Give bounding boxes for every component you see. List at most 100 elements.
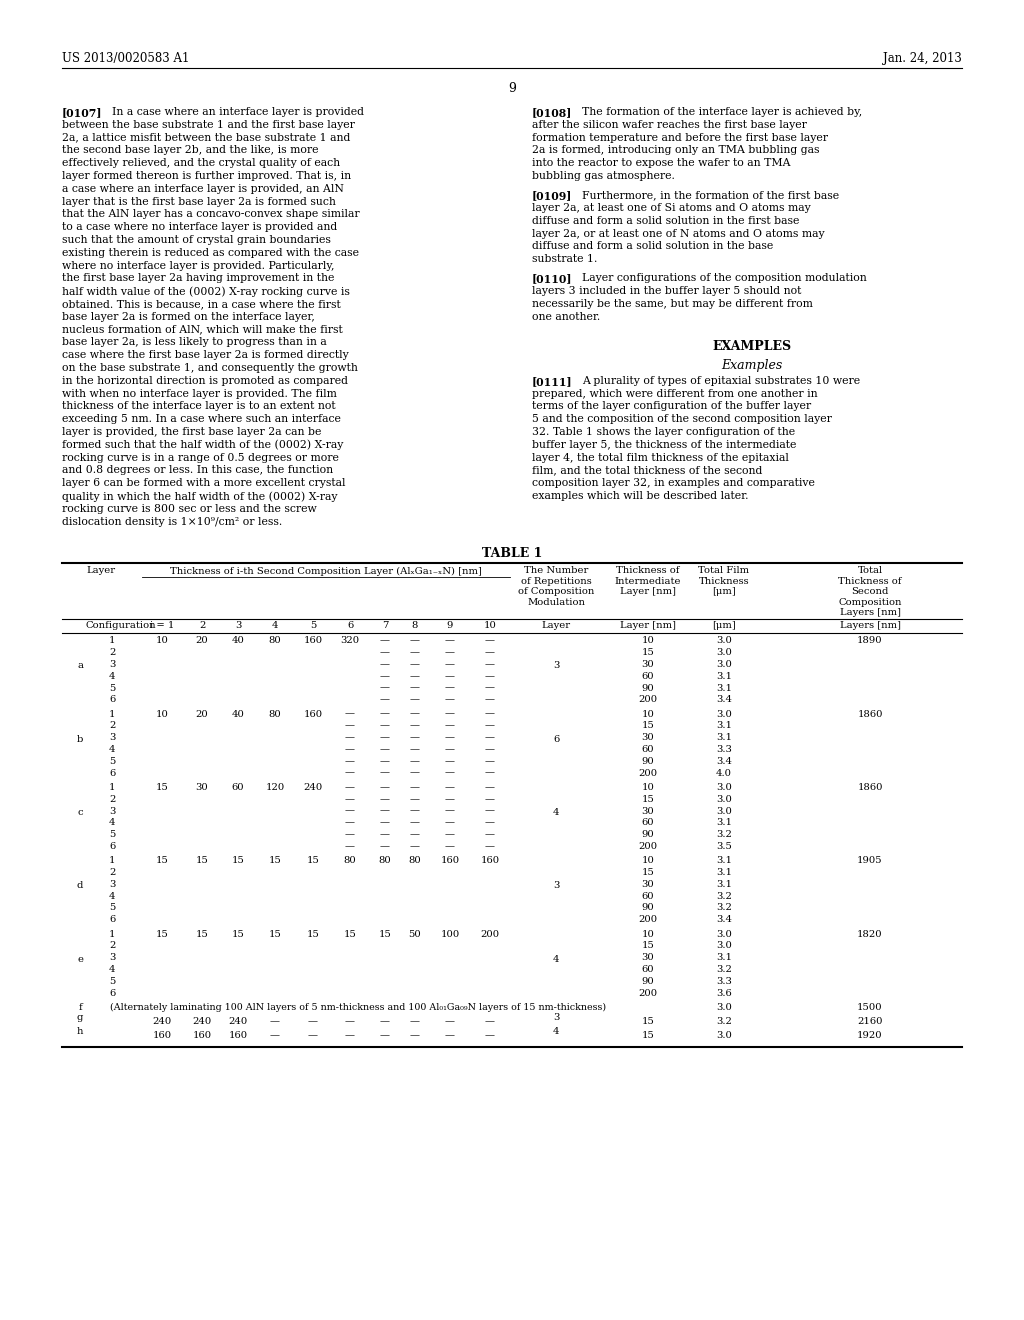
Text: Total Film: Total Film — [698, 566, 750, 576]
Text: 3.4: 3.4 — [716, 696, 732, 705]
Text: EXAMPLES: EXAMPLES — [713, 341, 792, 352]
Text: bubbling gas atmosphere.: bubbling gas atmosphere. — [532, 172, 675, 181]
Text: 160: 160 — [303, 636, 323, 645]
Text: 3.1: 3.1 — [716, 684, 732, 693]
Text: —: — — [485, 710, 495, 718]
Text: 240: 240 — [193, 1018, 212, 1026]
Text: 15: 15 — [156, 857, 168, 866]
Text: —: — — [308, 1031, 318, 1040]
Text: (Alternately laminating 100 AlN layers of 5 nm-thickness and 100 Al₀₁Ga₀₉N layer: (Alternately laminating 100 AlN layers o… — [110, 1003, 606, 1012]
Text: Jan. 24, 2013: Jan. 24, 2013 — [883, 51, 962, 65]
Text: Layer [nm]: Layer [nm] — [620, 587, 676, 597]
Text: —: — — [485, 744, 495, 754]
Text: —: — — [485, 684, 495, 693]
Text: —: — — [380, 1031, 390, 1040]
Text: 15: 15 — [156, 929, 168, 939]
Text: 10: 10 — [642, 783, 654, 792]
Text: 10: 10 — [156, 636, 168, 645]
Text: 15: 15 — [268, 857, 282, 866]
Text: 5: 5 — [310, 622, 316, 631]
Text: prepared, which were different from one another in: prepared, which were different from one … — [532, 388, 817, 399]
Text: layer is provided, the first base layer 2a can be: layer is provided, the first base layer … — [62, 426, 322, 437]
Text: —: — — [485, 722, 495, 730]
Text: —: — — [445, 795, 455, 804]
Text: —: — — [270, 1031, 280, 1040]
Text: 15: 15 — [642, 722, 654, 730]
Text: and 0.8 degrees or less. In this case, the function: and 0.8 degrees or less. In this case, t… — [62, 466, 333, 475]
Text: [0111]: [0111] — [532, 376, 572, 387]
Text: 5 and the composition of the second composition layer: 5 and the composition of the second comp… — [532, 414, 831, 424]
Text: g: g — [77, 1012, 83, 1022]
Text: 1820: 1820 — [857, 929, 883, 939]
Text: —: — — [485, 842, 495, 851]
Text: 9: 9 — [508, 82, 516, 95]
Text: 90: 90 — [642, 684, 654, 693]
Text: a: a — [77, 661, 83, 671]
Text: 3.0: 3.0 — [716, 941, 732, 950]
Text: —: — — [445, 756, 455, 766]
Text: 15: 15 — [268, 929, 282, 939]
Text: —: — — [345, 710, 355, 718]
Text: 3.2: 3.2 — [716, 965, 732, 974]
Text: —: — — [485, 636, 495, 645]
Text: —: — — [410, 696, 420, 705]
Text: —: — — [485, 672, 495, 681]
Text: 4: 4 — [553, 1027, 559, 1036]
Text: TABLE 1: TABLE 1 — [482, 548, 542, 561]
Text: —: — — [410, 648, 420, 657]
Text: [0110]: [0110] — [532, 273, 572, 284]
Text: 160: 160 — [440, 857, 460, 866]
Text: such that the amount of crystal grain boundaries: such that the amount of crystal grain bo… — [62, 235, 331, 246]
Text: 6: 6 — [109, 842, 115, 851]
Text: Layer: Layer — [86, 566, 116, 576]
Text: 8: 8 — [412, 622, 418, 631]
Text: —: — — [485, 660, 495, 669]
Text: —: — — [485, 768, 495, 777]
Text: half width value of the (0002) X-ray rocking curve is: half width value of the (0002) X-ray roc… — [62, 286, 350, 297]
Text: 1: 1 — [109, 857, 116, 866]
Text: —: — — [380, 660, 390, 669]
Text: 30: 30 — [642, 807, 654, 816]
Text: Thickness of: Thickness of — [839, 577, 902, 586]
Text: 20: 20 — [196, 636, 208, 645]
Text: 160: 160 — [228, 1031, 248, 1040]
Text: —: — — [410, 684, 420, 693]
Text: 30: 30 — [196, 783, 208, 792]
Text: 1: 1 — [109, 710, 116, 718]
Text: —: — — [380, 672, 390, 681]
Text: —: — — [410, 818, 420, 828]
Text: —: — — [445, 648, 455, 657]
Text: 3: 3 — [109, 807, 115, 816]
Text: 4: 4 — [553, 808, 559, 817]
Text: 2a is formed, introducing only an TMA bubbling gas: 2a is formed, introducing only an TMA bu… — [532, 145, 819, 156]
Text: —: — — [485, 1031, 495, 1040]
Text: a case where an interface layer is provided, an AlN: a case where an interface layer is provi… — [62, 183, 344, 194]
Text: 2: 2 — [109, 795, 115, 804]
Text: A plurality of types of epitaxial substrates 10 were: A plurality of types of epitaxial substr… — [582, 376, 860, 385]
Text: —: — — [380, 710, 390, 718]
Text: 6: 6 — [109, 915, 115, 924]
Text: —: — — [445, 710, 455, 718]
Text: [0107]: [0107] — [62, 107, 102, 117]
Text: 60: 60 — [642, 744, 654, 754]
Text: 15: 15 — [196, 929, 209, 939]
Text: 15: 15 — [344, 929, 356, 939]
Text: —: — — [380, 783, 390, 792]
Text: 30: 30 — [642, 880, 654, 888]
Text: —: — — [410, 795, 420, 804]
Text: —: — — [345, 768, 355, 777]
Text: 240: 240 — [153, 1018, 172, 1026]
Text: existing therein is reduced as compared with the case: existing therein is reduced as compared … — [62, 248, 359, 257]
Text: 3.1: 3.1 — [716, 722, 732, 730]
Text: 3.0: 3.0 — [716, 929, 732, 939]
Text: —: — — [380, 1018, 390, 1026]
Text: 7: 7 — [382, 622, 388, 631]
Text: [μm]: [μm] — [712, 622, 736, 631]
Text: —: — — [345, 756, 355, 766]
Text: 3: 3 — [553, 661, 559, 671]
Text: 30: 30 — [642, 953, 654, 962]
Text: —: — — [380, 830, 390, 840]
Text: to a case where no interface layer is provided and: to a case where no interface layer is pr… — [62, 222, 337, 232]
Text: dislocation density is 1×10⁹/cm² or less.: dislocation density is 1×10⁹/cm² or less… — [62, 516, 283, 527]
Text: 80: 80 — [268, 710, 282, 718]
